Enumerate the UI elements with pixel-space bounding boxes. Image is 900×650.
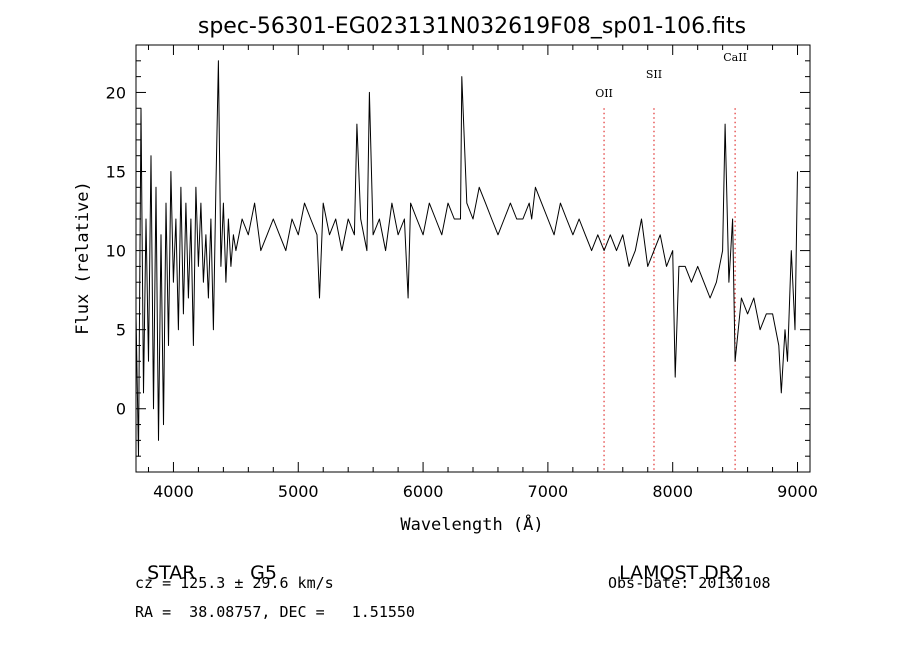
x-axis-label: Wavelength (Å) (400, 513, 543, 535)
x-tick-label: 7000 (528, 482, 569, 501)
y-tick-label: 5 (116, 321, 126, 340)
plot-frame (135, 44, 811, 473)
survey-name: LAMOST DR2 (607, 540, 744, 584)
y-tick-label: 20 (106, 83, 126, 102)
x-tick-label: 6000 (403, 482, 444, 501)
x-tick-label: 4000 (153, 482, 194, 501)
x-tick-label: 9000 (777, 482, 818, 501)
class-label: STAR (147, 562, 196, 584)
survey-label: LAMOST DR2 (619, 562, 745, 584)
y-axis-label: Flux (relative) (73, 181, 93, 335)
y-tick-label: 0 (116, 400, 126, 419)
annotation-label: OII (595, 87, 613, 100)
coordinates: RA = 38.08757, DEC = 1.51550 (135, 603, 415, 621)
obs-date: Obs-Date: 20130108 (608, 574, 771, 592)
object-class: STAR (135, 540, 195, 584)
subclass-label: G5 (250, 562, 277, 584)
y-tick-label: 10 (106, 242, 126, 261)
spectrum-series-line (135, 60, 798, 457)
y-tick-label: 15 (106, 163, 126, 182)
x-tick-label: 5000 (278, 482, 319, 501)
annotation-label: CaII (723, 51, 747, 64)
x-tick-label: 8000 (652, 482, 693, 501)
redshift-cz: cz = 125.3 ± 29.6 km/s (135, 574, 334, 592)
plot-area: 4000 5000 6000 7000 8000 9000 0 5 10 15 20 OII SII Ca… (106, 44, 818, 501)
chart-title: spec-56301-EG023131N032619F08_sp01-106.f… (198, 14, 746, 39)
object-subclass: G5 (238, 540, 277, 584)
annotation-label: SII (646, 68, 662, 81)
